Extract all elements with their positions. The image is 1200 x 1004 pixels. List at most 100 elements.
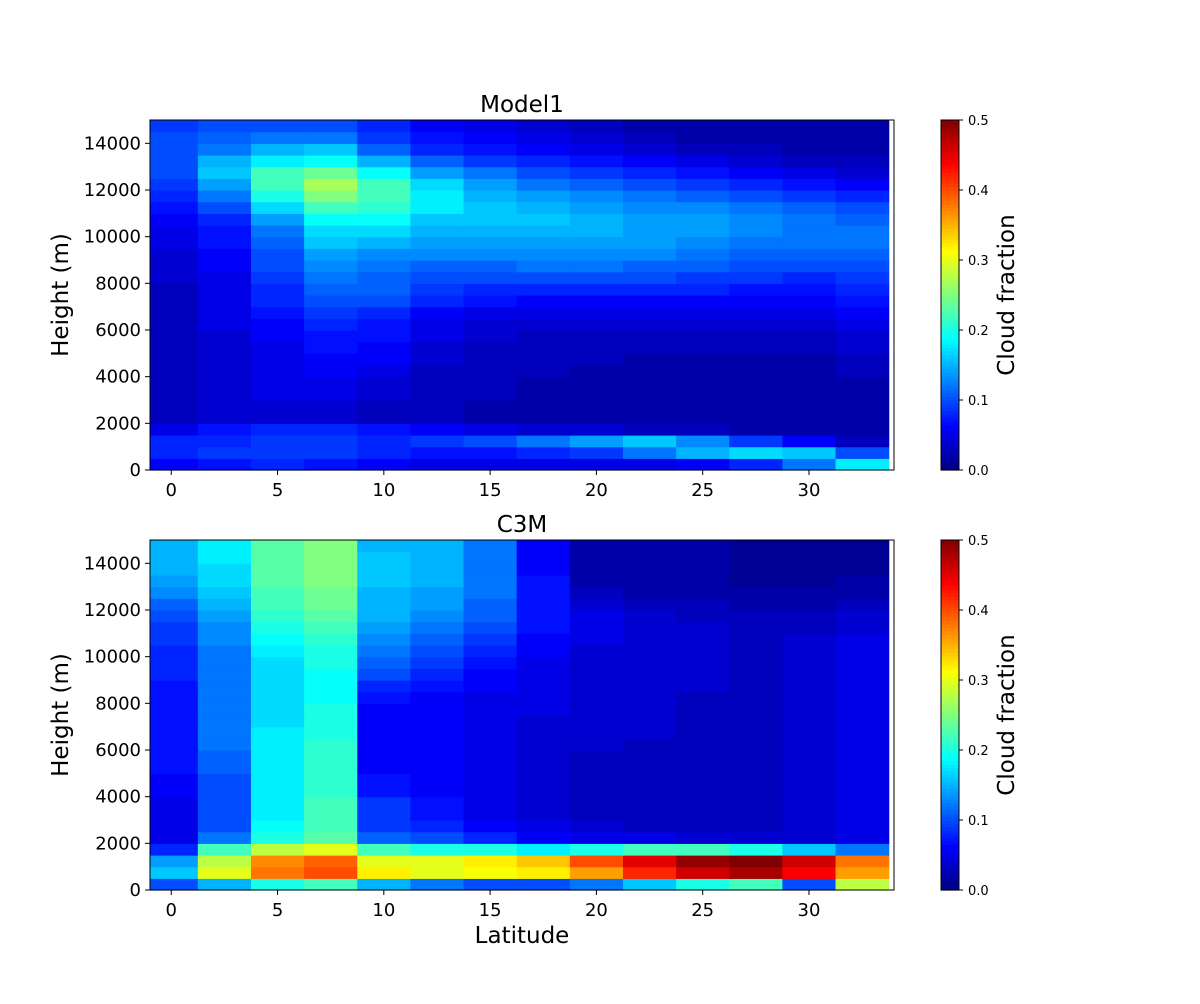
- heatmap-cell: [782, 645, 837, 658]
- colorbar-segment: [941, 396, 959, 401]
- heatmap-cell: [835, 248, 890, 261]
- heatmap-cell: [782, 785, 837, 798]
- heatmap-cell: [357, 598, 411, 611]
- colorbar-segment: [941, 249, 959, 254]
- heatmap-cell: [569, 423, 624, 436]
- heatmap-cell: [463, 435, 518, 448]
- colorbar-tick-label: 0.5: [968, 114, 989, 129]
- heatmap-cell: [250, 458, 305, 471]
- heatmap-cell: [782, 703, 837, 716]
- heatmap-cell: [622, 610, 677, 623]
- heatmap-cell: [250, 365, 305, 378]
- colorbar-segment: [941, 561, 959, 566]
- heatmap-cell: [516, 645, 571, 658]
- colorbar-segment: [941, 456, 959, 461]
- heatmap-cell: [197, 750, 252, 763]
- heatmap-cell: [150, 341, 199, 354]
- heatmap-cell: [150, 540, 199, 553]
- colorbar-segment: [941, 309, 959, 314]
- heatmap-cell: [676, 831, 730, 844]
- heatmap-cell: [516, 726, 571, 739]
- colorbar-segment: [941, 421, 959, 426]
- heatmap-cell: [516, 738, 571, 751]
- heatmap-cell: [250, 120, 305, 133]
- heatmap-cell: [622, 341, 677, 354]
- colorbar-segment: [941, 305, 959, 310]
- heatmap-cell: [463, 750, 518, 763]
- heatmap-cell: [835, 831, 890, 844]
- colorbar-segment: [941, 204, 959, 209]
- heatmap-cell: [569, 586, 624, 599]
- heatmap-cell: [410, 726, 465, 739]
- chart-title: Model1: [480, 92, 564, 118]
- heatmap-cell: [569, 668, 624, 681]
- heatmap-cell: [304, 808, 358, 821]
- heatmap-cell: [357, 586, 411, 599]
- heatmap-cell: [357, 633, 411, 646]
- heatmap-cell: [729, 656, 783, 669]
- heatmap-cell: [676, 878, 730, 891]
- colorbar-frame: [940, 539, 960, 891]
- heatmap-cell: [676, 575, 730, 588]
- heatmap-cell: [569, 691, 624, 704]
- heatmap-cell: [357, 808, 411, 821]
- heatmap-cell: [304, 458, 358, 471]
- heatmap-cell: [782, 878, 837, 891]
- heatmap-cell: [676, 750, 730, 763]
- heatmap-cell: [250, 446, 305, 459]
- heatmap-cell: [729, 796, 783, 809]
- colorbar-segment: [941, 459, 959, 464]
- colorbar-segment: [941, 281, 959, 286]
- colorbar-segment: [941, 722, 959, 727]
- colorbar-segment: [941, 855, 959, 860]
- heatmap-cell: [304, 283, 358, 296]
- heatmap-cell: [622, 540, 677, 553]
- heatmap-cell: [729, 236, 783, 249]
- heatmap-cell: [197, 820, 252, 833]
- colorbar-segment: [941, 452, 959, 457]
- heatmap-cell: [357, 365, 411, 378]
- heatmap-cell: [150, 213, 199, 226]
- heatmap-cell: [622, 808, 677, 821]
- colorbar-segment: [941, 624, 959, 629]
- heatmap-cell: [835, 388, 890, 401]
- heatmap-cell: [729, 400, 783, 413]
- heatmap-cell: [357, 820, 411, 833]
- x-tick-label: 15: [479, 900, 502, 921]
- heatmap-cell: [676, 668, 730, 681]
- heatmap-cell: [357, 271, 411, 284]
- colorbar-segment: [941, 886, 959, 891]
- x-tick-label: 30: [798, 900, 821, 921]
- heatmap-cell: [782, 575, 837, 588]
- heatmap-cell: [250, 843, 305, 856]
- heatmap-cell: [463, 271, 518, 284]
- heatmap-cell: [150, 376, 199, 389]
- heatmap-cell: [835, 213, 890, 226]
- heatmap-cell: [357, 411, 411, 424]
- colorbar-segment: [941, 123, 959, 128]
- heatmap-cell: [150, 353, 199, 366]
- heatmap-cell: [463, 190, 518, 203]
- heatmap-cell: [250, 761, 305, 774]
- heatmap-cell: [622, 796, 677, 809]
- y-tick-label: 10000: [84, 647, 141, 668]
- heatmap-cell: [622, 656, 677, 669]
- heatmap-cell: [197, 400, 252, 413]
- x-tick-label: 25: [691, 480, 714, 501]
- heatmap-cell: [782, 598, 837, 611]
- heatmap-cell: [250, 411, 305, 424]
- colorbar-segment: [941, 876, 959, 881]
- heatmap-cell: [150, 411, 199, 424]
- heatmap-cell: [516, 353, 571, 366]
- heatmap-cell: [197, 563, 252, 576]
- colorbar-segment: [941, 134, 959, 139]
- heatmap-cell: [676, 306, 730, 319]
- heatmap-cell: [304, 400, 358, 413]
- heatmap-cell: [729, 388, 783, 401]
- colorbar-segment: [941, 809, 959, 814]
- heatmap-cell: [410, 715, 465, 728]
- heatmap-cell: [569, 435, 624, 448]
- heatmap-cell: [304, 365, 358, 378]
- heatmap-cell: [676, 225, 730, 238]
- heatmap-cell: [250, 400, 305, 413]
